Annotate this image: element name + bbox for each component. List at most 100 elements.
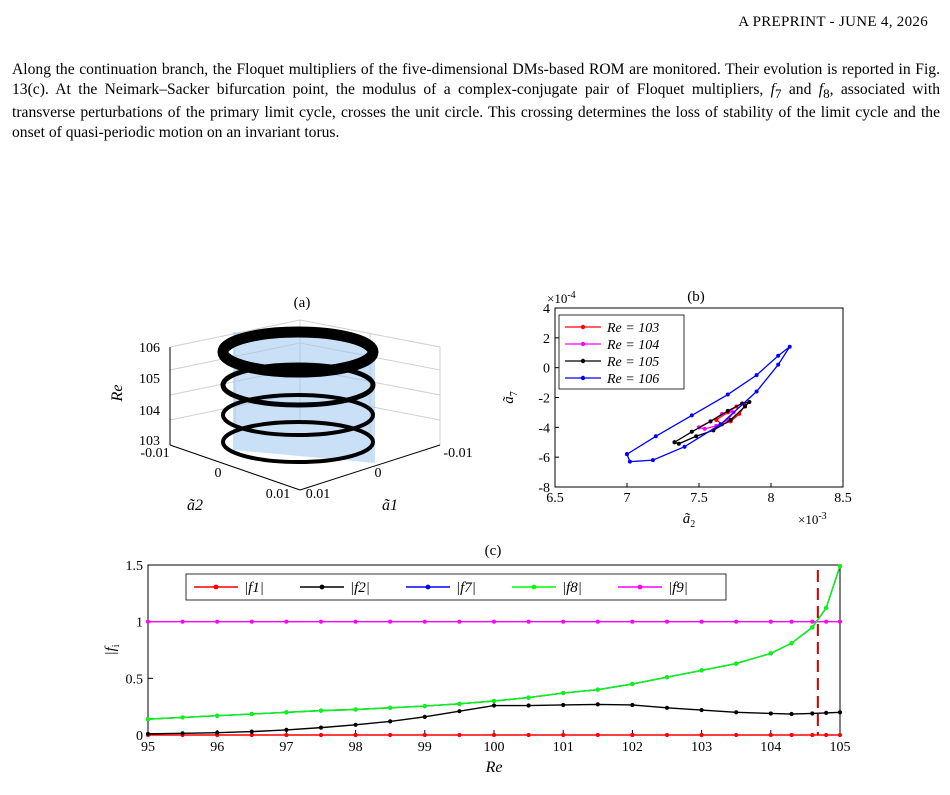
panel-c-legend-label: |f1| bbox=[244, 580, 264, 596]
panel-c-series-point bbox=[491, 732, 497, 738]
panel-c-series-point bbox=[353, 707, 358, 712]
panel-c-series-point bbox=[837, 732, 843, 738]
panel-b-xtick-label: 7 bbox=[624, 491, 631, 506]
panel-b-series-point bbox=[754, 389, 759, 394]
panel-c-series-point bbox=[768, 619, 773, 624]
ring-re-105 bbox=[220, 362, 376, 408]
panel-c-xtick-label: 105 bbox=[830, 740, 851, 755]
panel-c-series-point bbox=[810, 625, 815, 630]
panel-a-xtick-1: -0.01 bbox=[140, 446, 169, 461]
panel-c-xtick-label: 98 bbox=[349, 740, 363, 755]
panel-c-series-point bbox=[768, 732, 773, 738]
panel-c-series-point bbox=[249, 732, 254, 738]
f8-subscript: 8 bbox=[823, 85, 830, 101]
panel-c-series-point bbox=[284, 710, 289, 715]
panel-c-series-point bbox=[422, 619, 427, 624]
ring-re-103 bbox=[221, 420, 375, 464]
panel-b-ylabel: ã7 bbox=[501, 391, 520, 404]
panel-b-ytick-label: -4 bbox=[538, 421, 550, 436]
panel-b-legend-marker bbox=[580, 324, 586, 330]
panel-c-series-point bbox=[734, 710, 739, 715]
panel-a-ytick-3: -0.01 bbox=[443, 446, 472, 461]
panel-c-series-point bbox=[526, 695, 531, 700]
panel-c-series-point bbox=[180, 715, 185, 720]
panel-c-series-point bbox=[824, 732, 829, 738]
panel-c-series-point bbox=[824, 619, 829, 624]
panel-c-series-point bbox=[491, 698, 497, 704]
panel-c-series-point bbox=[824, 605, 829, 611]
panel-c-ytick-label: 1 bbox=[136, 616, 143, 631]
panel-c-series-point bbox=[526, 732, 531, 738]
panel-c-series-point bbox=[789, 711, 794, 717]
panel-c-series-point bbox=[561, 702, 566, 708]
panel-a-ztick-106: 106 bbox=[139, 341, 160, 356]
panel-b-series-line bbox=[626, 346, 791, 463]
panel-c-series-point bbox=[284, 732, 289, 738]
panel-a-ytick-1: 0.01 bbox=[306, 487, 331, 502]
panel-c-ylabel: |fi bbox=[103, 644, 122, 655]
para-and: and bbox=[781, 80, 819, 98]
panel-c-series-point bbox=[789, 732, 794, 738]
panel-c-series-point bbox=[215, 730, 220, 735]
panel-b-legend-label: Re = 103 bbox=[606, 321, 659, 336]
panel-c-series-point bbox=[837, 710, 843, 715]
panel-a-plot: (a) 106 105 104 103 Re -0.01 0 0.01 ã2 0… bbox=[109, 295, 473, 514]
panel-b-series-point bbox=[725, 408, 730, 413]
panel-b-series-point bbox=[689, 429, 694, 434]
panel-c-series-point bbox=[789, 619, 794, 624]
panel-b-legend-marker bbox=[580, 341, 586, 347]
panel-c-series-point bbox=[699, 619, 704, 624]
panel-b-legend-label: Re = 106 bbox=[606, 372, 659, 387]
panel-c-xtick-label: 103 bbox=[691, 740, 712, 755]
panel-c-label: (c) bbox=[485, 543, 502, 559]
panel-b-series-point bbox=[702, 426, 707, 431]
panel-c-xtick-label: 96 bbox=[210, 740, 224, 755]
panel-c-series-point bbox=[457, 709, 462, 714]
panel-c-series-point bbox=[664, 619, 670, 624]
panel-c-series-point bbox=[810, 619, 815, 624]
panel-c-series-point bbox=[630, 702, 635, 708]
panel-c-series-point bbox=[595, 619, 600, 624]
panel-b-legend-label: Re = 105 bbox=[606, 355, 659, 370]
panel-b-ytick-label: -8 bbox=[538, 481, 550, 496]
panel-b-series-line bbox=[674, 400, 752, 445]
panel-c-xtick-label: 97 bbox=[279, 740, 293, 755]
panel-c-series-point bbox=[353, 722, 358, 727]
panel-a-xtick-2: 0 bbox=[215, 466, 222, 481]
panel-b-xlabel: ã2 bbox=[683, 511, 696, 530]
panel-b-series-point bbox=[747, 399, 752, 404]
panel-b-xtick-label: 8.5 bbox=[834, 491, 852, 506]
panel-c-series-point bbox=[249, 619, 254, 624]
panel-c-series-point bbox=[318, 732, 324, 738]
body-paragraph: Along the continuation branch, the Floqu… bbox=[12, 60, 940, 142]
panel-c-series-point bbox=[630, 619, 635, 624]
panel-c-xtick-label: 100 bbox=[484, 740, 505, 755]
panel-b-legend-marker bbox=[580, 358, 586, 364]
panel-c-series-point bbox=[422, 714, 427, 719]
panel-c-series-point bbox=[664, 675, 670, 680]
panel-c-legend-marker bbox=[531, 584, 537, 590]
panel-c-series-point bbox=[561, 619, 566, 624]
panel-c-legend-label: |f8| bbox=[562, 580, 582, 596]
panel-c-series-point bbox=[699, 707, 704, 713]
panel-b-ytick-label: 2 bbox=[543, 332, 550, 347]
panel-a-label: (a) bbox=[294, 295, 311, 311]
panel-c-series-point bbox=[561, 690, 566, 696]
panel-b-series-point bbox=[676, 441, 681, 446]
panel-a-zlabel: Re bbox=[109, 385, 126, 403]
panel-b-series-point bbox=[776, 362, 781, 367]
panel-a-xlabel: ã2 bbox=[187, 497, 203, 514]
panel-c-series-point bbox=[457, 619, 462, 624]
panel-c-series-point bbox=[145, 731, 151, 736]
panel-c-series-point bbox=[734, 732, 739, 738]
panel-b-series-point bbox=[694, 434, 699, 439]
panel-c-series-point bbox=[824, 710, 829, 715]
panel-c-series-point bbox=[318, 725, 324, 730]
panel-c-series-point bbox=[215, 619, 220, 624]
para-text-2: , associated with transverse perturbatio… bbox=[12, 80, 940, 141]
panel-c-legend-label: |f2| bbox=[350, 580, 370, 596]
panel-b-ytick-label: 4 bbox=[543, 302, 550, 317]
panel-c-series-point bbox=[145, 619, 151, 624]
panel-c-series-point bbox=[630, 732, 635, 738]
panel-c-series-point bbox=[526, 619, 531, 624]
